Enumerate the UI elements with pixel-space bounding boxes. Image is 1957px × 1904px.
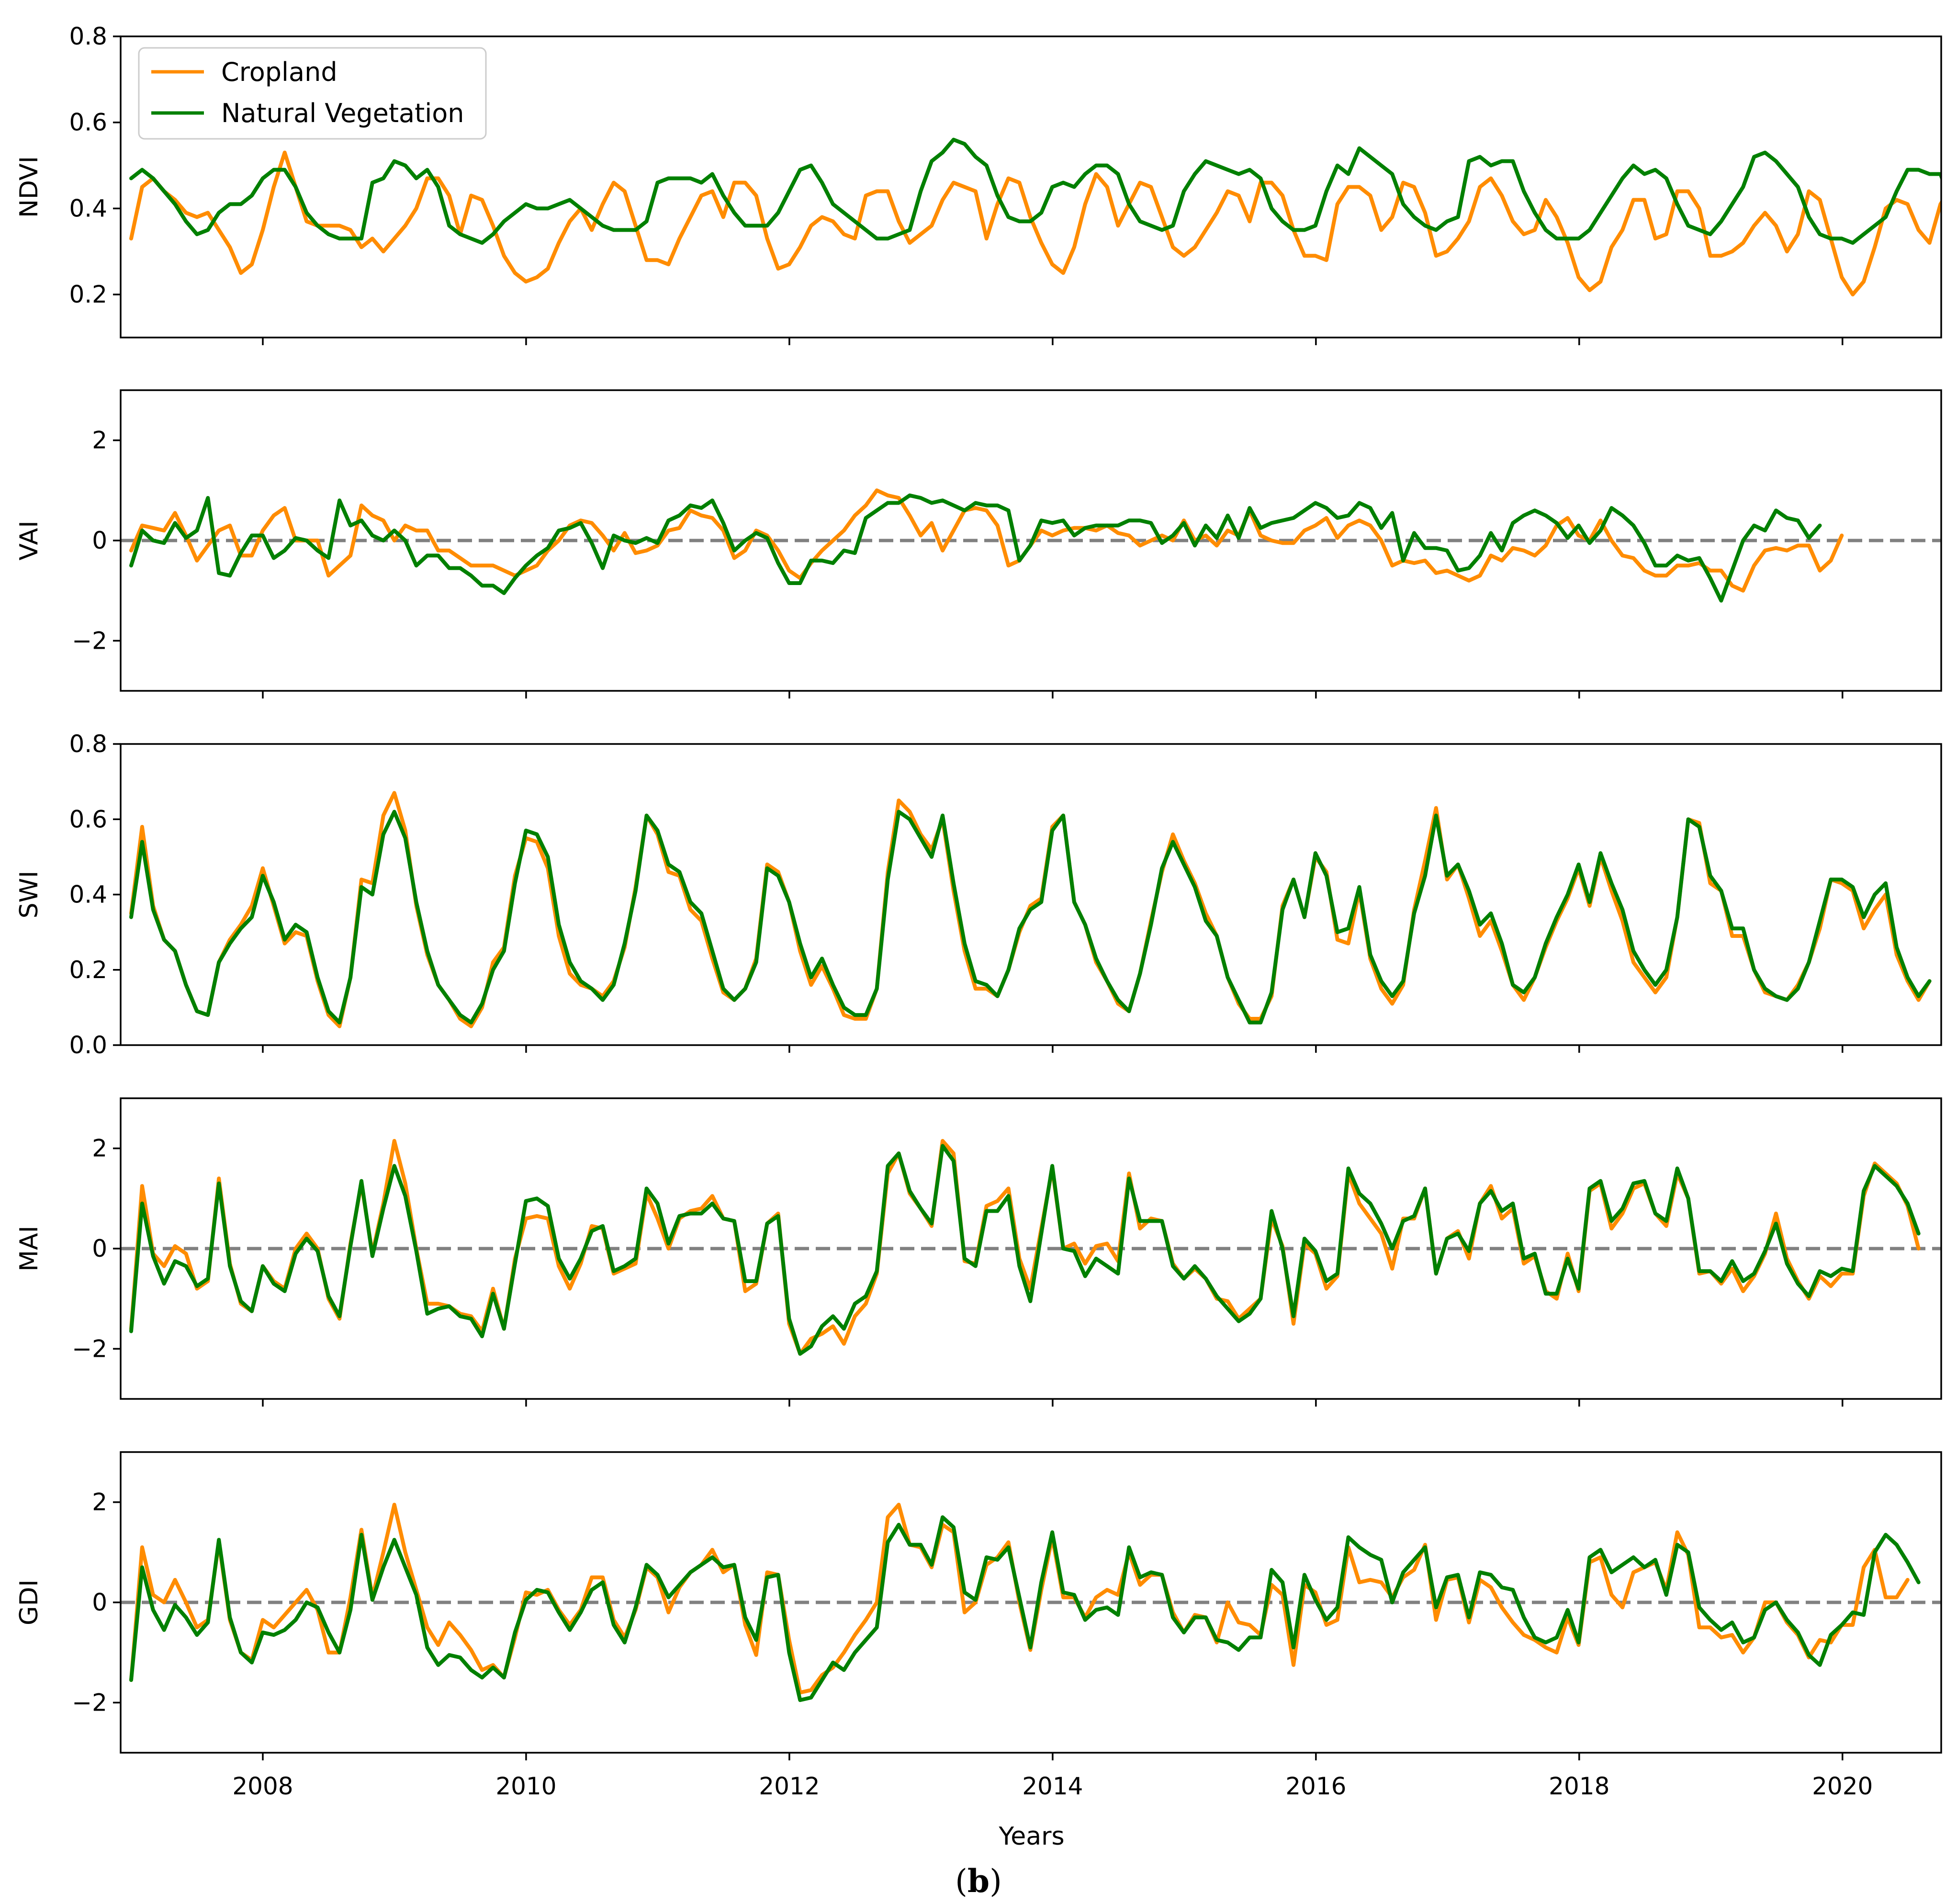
vai-y-tick-label: 2 (92, 427, 107, 454)
caption-close-paren: ) (990, 1863, 1002, 1900)
gdi-y-tick-label: −2 (72, 1689, 107, 1716)
figure-caption: (b) (955, 1862, 1002, 1900)
ndvi-y-axis-label: NDVI (15, 156, 44, 218)
gdi-panel: −2 0 2 GDI (15, 1451, 1942, 1760)
gdi-y-tick-label: 0 (92, 1589, 107, 1616)
x-tick-label: 2018 (1549, 1772, 1609, 1800)
swi-series-natural-vegetation (129, 810, 1932, 1025)
swi-y-tick-label: 0.8 (69, 730, 107, 758)
swi-panel: 0.0 0.2 0.4 0.6 0.8 SWI (15, 730, 1942, 1059)
ndvi-y-tick-label: 0.8 (69, 23, 107, 50)
mai-y-tick-label: 2 (92, 1135, 107, 1162)
ndvi-axes-frame (120, 35, 1942, 338)
x-tick-label: 2012 (759, 1772, 820, 1800)
gdi-series-natural-vegetation (129, 1515, 1921, 1702)
legend-label-cropland: Cropland (221, 57, 337, 87)
vai-y-tick-label: 0 (92, 527, 107, 554)
x-tick-label: 2016 (1285, 1772, 1346, 1800)
x-tick-label: 2010 (495, 1772, 556, 1800)
swi-series-group (129, 791, 1932, 1028)
swi-y-tick-label: 0.6 (69, 805, 107, 833)
x-tick-label: 2014 (1022, 1772, 1083, 1800)
vai-panel: −2 0 2 VAI (15, 389, 1942, 699)
swi-y-tick-label: 0.2 (69, 956, 107, 984)
gdi-y-axis-label: GDI (15, 1579, 44, 1625)
swi-y-tick-label: 0.0 (69, 1031, 107, 1059)
caption-open-paren: ( (955, 1863, 967, 1900)
ndvi-series-natural-vegetation (129, 137, 1941, 245)
mai-y-axis-label: MAI (15, 1226, 44, 1272)
x-axis-label: Years (998, 1822, 1064, 1851)
mai-panel: −2 0 2 MAI (15, 1097, 1942, 1407)
x-tick-label: 2020 (1812, 1772, 1873, 1800)
legend-label-natural-vegetation: Natural Vegetation (221, 98, 464, 128)
vai-series-natural-vegetation (129, 493, 1822, 603)
ndvi-y-tick-label: 0.4 (69, 194, 107, 222)
gdi-series-group (129, 1502, 1921, 1702)
ndvi-y-tick-label: 0.6 (69, 109, 107, 136)
mai-series-natural-vegetation (129, 1144, 1921, 1356)
legend-box (138, 47, 487, 140)
gdi-y-tick-label: 2 (92, 1488, 107, 1516)
vai-series-group (129, 488, 1844, 603)
x-tick-labels: 2008 2010 2012 2014 2016 2018 2020 (232, 1772, 1873, 1800)
swi-y-axis-label: SWI (15, 871, 44, 919)
ndvi-y-tick-label: 0.2 (69, 281, 107, 308)
mai-series-cropland (129, 1139, 1921, 1356)
vai-y-axis-label: VAI (15, 520, 44, 560)
ndvi-panel: 0.2 0.4 0.6 0.8 NDVI (15, 23, 1942, 345)
mai-y-tick-label: −2 (72, 1335, 107, 1363)
caption-letter: b (967, 1862, 990, 1900)
mai-series-group (129, 1139, 1921, 1356)
swi-y-tick-label: 0.4 (69, 881, 107, 909)
vai-y-tick-label: −2 (72, 627, 107, 654)
x-tick-label: 2008 (232, 1772, 293, 1800)
mai-y-tick-label: 0 (92, 1235, 107, 1262)
ndvi-series-group (129, 137, 1941, 297)
legend: Cropland Natural Vegetation (138, 47, 487, 140)
